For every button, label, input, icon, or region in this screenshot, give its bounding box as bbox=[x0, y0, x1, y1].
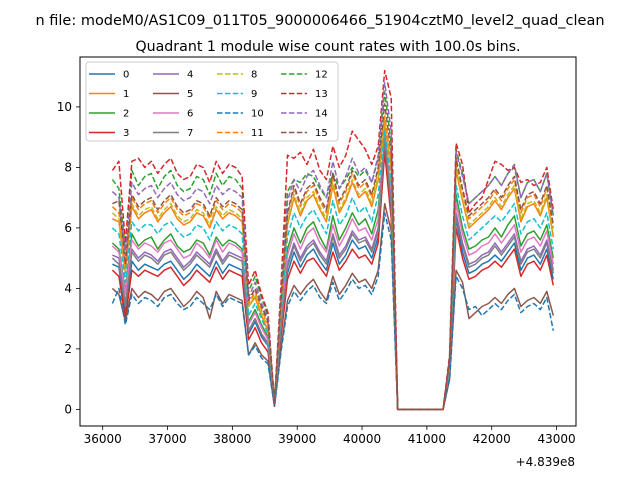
legend-label-10: 10 bbox=[251, 109, 264, 120]
series-line-2 bbox=[111, 136, 555, 411]
legend-label-12: 12 bbox=[315, 70, 328, 81]
y-tick-label: 6 bbox=[64, 221, 72, 235]
series-line-10 bbox=[111, 212, 555, 411]
x-tick-label: 41000 bbox=[408, 432, 446, 446]
x-tick-label: 38000 bbox=[213, 432, 251, 446]
axes-frame bbox=[79, 56, 577, 427]
legend-label-1: 1 bbox=[123, 89, 129, 100]
legend-label-5: 5 bbox=[187, 89, 193, 100]
chart-title: Quadrant 1 module wise count rates with … bbox=[135, 39, 520, 55]
legend-label-3: 3 bbox=[123, 128, 129, 139]
series-line-13 bbox=[111, 69, 555, 411]
y-axis: 0 2 4 6 8 10 bbox=[57, 100, 80, 416]
y-tick-label: 2 bbox=[64, 342, 72, 356]
legend-label-4: 4 bbox=[187, 70, 193, 81]
y-tick-label: 10 bbox=[57, 100, 72, 114]
y-tick-label: 4 bbox=[64, 281, 72, 295]
legend-label-6: 6 bbox=[187, 109, 193, 120]
legend-label-15: 15 bbox=[315, 128, 328, 139]
legend-label-11: 11 bbox=[251, 128, 264, 139]
x-tick-label: 42000 bbox=[473, 432, 511, 446]
legend-box bbox=[85, 61, 339, 142]
x-axis: 36000 37000 38000 39000 40000 41000 42000 43000 bbox=[84, 426, 576, 446]
x-tick-label: 43000 bbox=[537, 432, 575, 446]
legend-label-0: 0 bbox=[123, 70, 129, 81]
x-tick-label: 37000 bbox=[148, 432, 186, 446]
series-line-6 bbox=[111, 133, 555, 411]
y-tick-label: 8 bbox=[64, 160, 72, 174]
legend-label-9: 9 bbox=[251, 89, 257, 100]
plot-area: 36000 37000 38000 39000 40000 41000 42000 43000… bbox=[57, 56, 577, 469]
series-line-4 bbox=[112, 139, 555, 411]
figure-suptitle: n file: modeM0/AS1C09_011T05_9000006466_… bbox=[35, 13, 604, 29]
legend-label-8: 8 bbox=[251, 70, 257, 81]
y-tick-label: 0 bbox=[64, 402, 72, 416]
series-layer bbox=[111, 69, 555, 411]
series-line-8 bbox=[111, 118, 555, 411]
series-line-5 bbox=[111, 202, 555, 411]
legend-label-14: 14 bbox=[315, 109, 328, 120]
x-tick-label: 39000 bbox=[278, 432, 316, 446]
series-line-0 bbox=[112, 142, 555, 411]
series-line-7 bbox=[111, 136, 555, 411]
series-line-15 bbox=[112, 103, 555, 411]
series-line-3 bbox=[111, 151, 555, 411]
x-tick-label: 40000 bbox=[343, 432, 381, 446]
x-offset-label: +4.839e8 bbox=[516, 455, 575, 469]
series-line-9 bbox=[111, 130, 555, 411]
legend-label-7: 7 bbox=[187, 128, 193, 139]
legend-label-13: 13 bbox=[315, 89, 328, 100]
series-line-11 bbox=[111, 115, 555, 411]
x-tick-label: 36000 bbox=[84, 432, 122, 446]
legend-label-2: 2 bbox=[123, 109, 129, 120]
